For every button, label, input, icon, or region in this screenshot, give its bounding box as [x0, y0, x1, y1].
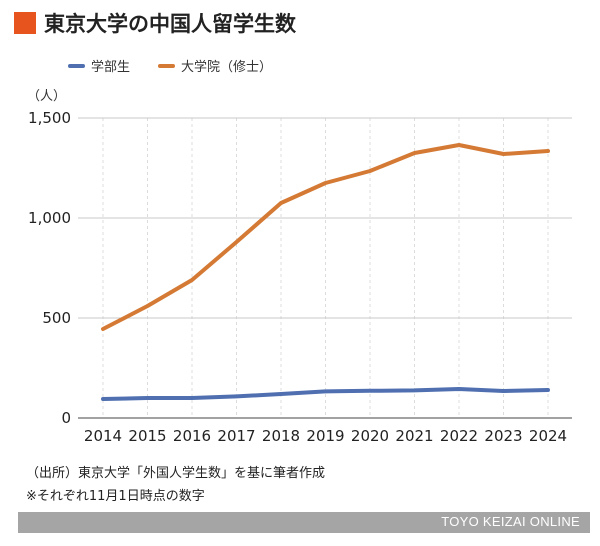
x-tick-label: 2016: [173, 427, 211, 445]
x-tick-label: 2020: [351, 427, 389, 445]
y-tick-label: 1,000: [28, 209, 71, 227]
footer-brand: TOYO KEIZAI ONLINE: [441, 514, 580, 529]
series-line-undergrad: [101, 387, 550, 401]
legend-label-graduate: 大学院（修士）: [181, 60, 273, 75]
title-accent-square: [14, 12, 36, 34]
legend-label-undergrad: 学部生: [91, 60, 131, 75]
y-tick-label: 500: [42, 309, 71, 327]
y-tick-label: 0: [61, 409, 71, 427]
footer-bar: TOYO KEIZAI ONLINE: [18, 512, 590, 533]
legend: 学部生 大学院（修士）: [68, 56, 300, 75]
chart-title: 東京大学の中国人留学生数: [44, 12, 296, 36]
series-line-graduate: [101, 143, 550, 331]
x-tick-label: 2018: [262, 427, 300, 445]
legend-swatch-undergrad: [68, 63, 85, 68]
legend-item-graduate: 大学院（修士）: [158, 56, 272, 75]
x-tick-label: 2023: [484, 427, 522, 445]
x-tick-label: 2014: [84, 427, 122, 445]
x-tick-label: 2024: [529, 427, 567, 445]
source-note: （出所）東京大学「外国人学生数」を基に筆者作成: [26, 466, 326, 481]
x-tick-label: 2019: [306, 427, 344, 445]
x-tick-label: 2015: [128, 427, 166, 445]
y-tick-label: 1,500: [28, 109, 71, 127]
x-tick-label: 2022: [440, 427, 478, 445]
title-block: 東京大学の中国人留学生数: [14, 8, 296, 38]
x-tick-label: 2021: [395, 427, 433, 445]
timing-note: ※それぞれ11月1日時点の数字: [26, 489, 205, 504]
x-tick-label: 2017: [217, 427, 255, 445]
legend-swatch-graduate: [158, 63, 176, 68]
legend-item-undergrad: 学部生: [68, 56, 130, 75]
y-axis-unit-label: （人）: [27, 89, 67, 104]
